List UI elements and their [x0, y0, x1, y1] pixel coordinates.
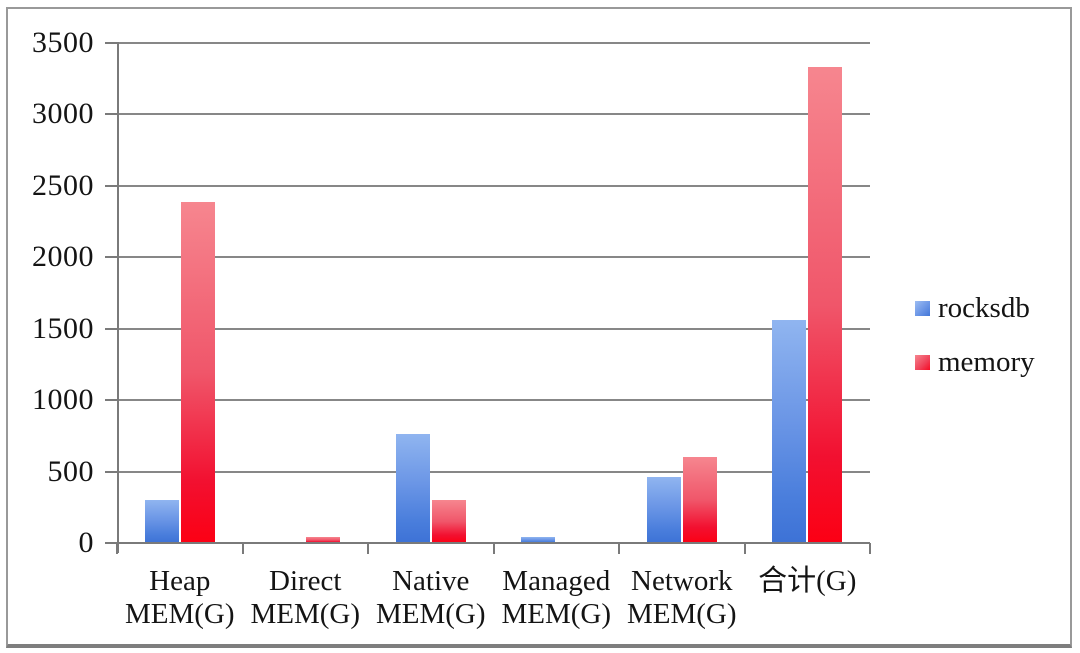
chart-frame: 0 500 1000 1500 2000 2500 3000 3500 Heap MEM(G) D…	[6, 7, 1072, 648]
y-tick-label: 3500	[32, 26, 94, 59]
x-category-label-line: MEM(G)	[375, 598, 486, 630]
gridline	[117, 470, 870, 473]
legend-item-rocksdb: rocksdb	[915, 293, 1035, 323]
plot-area	[117, 42, 870, 544]
x-category-label-line: Native	[392, 565, 470, 597]
bar-memory-5	[808, 67, 843, 543]
x-category-label: Network MEM(G)	[619, 565, 745, 631]
legend-swatch-memory-icon	[915, 354, 930, 370]
y-tick-label: 1000	[32, 383, 94, 417]
y-axis-line	[117, 43, 119, 553]
y-tick-label: 2000	[32, 240, 94, 274]
y-tick-mark	[105, 399, 119, 402]
x-category-label: Native MEM(G)	[368, 565, 494, 631]
y-tick-label: 3000	[32, 97, 94, 131]
y-tick-mark	[105, 256, 119, 259]
legend-item-memory: memory	[915, 347, 1035, 377]
x-tick-mark	[492, 543, 495, 554]
y-tick-label: 0	[78, 526, 94, 559]
x-tick-mark	[743, 543, 746, 554]
bar-memory-0	[180, 201, 215, 543]
x-category-label: Managed MEM(G)	[494, 565, 620, 631]
x-category-label-line: MEM(G)	[626, 598, 737, 630]
x-tick-mark	[241, 543, 244, 554]
y-tick-mark	[105, 184, 119, 187]
bar-rocksdb-3	[521, 537, 556, 543]
y-tick-mark	[105, 470, 119, 473]
x-category-label-line: MEM(G)	[501, 598, 612, 630]
bar-memory-2	[431, 500, 466, 543]
gridline	[117, 184, 870, 187]
x-tick-mark	[116, 543, 118, 554]
x-category-label-line: Direct	[269, 565, 342, 597]
gridline	[117, 399, 870, 402]
x-category-label-line: Heap	[149, 565, 211, 597]
y-tick-label: 2500	[32, 168, 94, 202]
gridline	[117, 256, 870, 259]
legend-label-rocksdb: rocksdb	[938, 292, 1030, 324]
bar-rocksdb-4	[646, 477, 681, 543]
legend: rocksdb memory	[915, 293, 1035, 401]
x-category-label-line: MEM(G)	[250, 598, 361, 630]
x-category-label: Direct MEM(G)	[243, 565, 369, 631]
gridline	[117, 42, 870, 44]
y-tick-label: 500	[47, 454, 94, 488]
x-category-label-line: MEM(G)	[124, 598, 235, 630]
bar-memory-4	[682, 457, 717, 543]
y-tick-mark	[105, 542, 119, 544]
gridline	[117, 113, 870, 116]
x-category-label: Heap MEM(G)	[117, 565, 243, 631]
x-category-label-line: Network	[631, 565, 733, 597]
x-category-label-line: 合计(G)	[758, 565, 857, 597]
x-axis-labels: Heap MEM(G) Direct MEM(G) Native MEM(G) Manage…	[117, 565, 870, 645]
bar-memory-1	[306, 537, 341, 543]
bar-rocksdb-2	[395, 434, 430, 543]
x-category-label: 合计(G)	[745, 565, 871, 598]
y-tick-mark	[105, 327, 119, 330]
legend-label-memory: memory	[938, 346, 1035, 378]
y-tick-mark	[105, 113, 119, 116]
x-tick-mark	[869, 543, 871, 554]
legend-swatch-rocksdb-icon	[915, 300, 930, 316]
bar-rocksdb-0	[144, 500, 179, 543]
gridline	[117, 327, 870, 330]
x-category-label-line: Managed	[502, 565, 611, 597]
y-tick-label: 1500	[32, 311, 94, 345]
bar-rocksdb-5	[772, 320, 807, 543]
x-tick-mark	[618, 543, 620, 554]
y-tick-mark	[105, 42, 119, 44]
x-tick-mark	[367, 543, 369, 554]
